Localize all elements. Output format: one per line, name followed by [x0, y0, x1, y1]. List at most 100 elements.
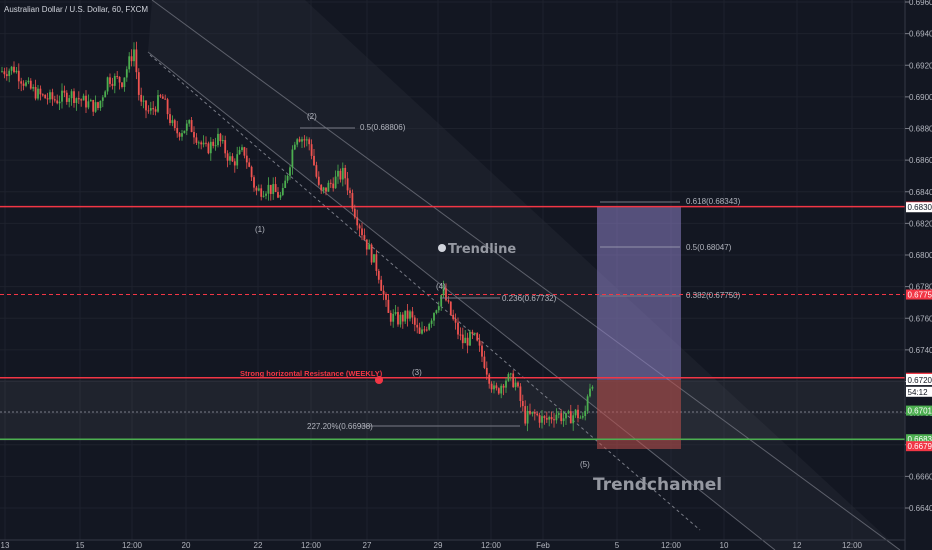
candle-body: [250, 166, 253, 178]
candle-body: [389, 312, 392, 322]
candle-body: [34, 87, 37, 99]
candle-body: [512, 373, 515, 388]
candle-body: [507, 374, 510, 381]
candle-body: [310, 144, 313, 156]
candle-body: [135, 49, 138, 73]
candle-body: [541, 416, 543, 423]
candle-body: [464, 337, 467, 344]
candle-body: [53, 99, 56, 101]
candle-body: [545, 417, 548, 420]
candle-body: [397, 312, 399, 325]
candle-body: [437, 306, 440, 311]
candle-body: [445, 288, 447, 301]
long-position-profit-zone[interactable]: [597, 207, 681, 380]
trendline-marker-icon[interactable]: [438, 244, 446, 252]
candle-body: [188, 120, 191, 124]
candle-body: [478, 340, 481, 346]
candle-body: [406, 310, 409, 319]
candle-body: [224, 140, 227, 154]
price-tag-label: 0.67016: [908, 407, 932, 416]
candle-body: [543, 416, 546, 418]
candle-body: [505, 380, 507, 388]
candle-body: [457, 322, 459, 335]
candle-body: [401, 314, 404, 322]
candle-body: [75, 98, 78, 103]
candle-body: [519, 386, 522, 401]
candle-body: [130, 56, 133, 62]
candle-body: [281, 187, 284, 195]
candle-body: [289, 167, 291, 176]
fib-label-0.236: 0.236(0.67732): [502, 294, 557, 303]
candle-body: [233, 161, 236, 166]
trendline-annotation: Trendline: [448, 242, 516, 257]
channel-lower-line: [147, 51, 776, 550]
time-tick-label: 13: [1, 541, 10, 550]
candle-body: [308, 139, 311, 145]
candle-body: [133, 49, 135, 62]
candle-body: [517, 382, 519, 387]
resistance-marker-icon[interactable]: [375, 376, 383, 384]
price-tag-label: 0.66791: [908, 442, 932, 451]
candle-body: [80, 99, 83, 101]
candle-body: [320, 184, 323, 191]
candle-body: [423, 329, 426, 331]
candle-body: [8, 70, 11, 77]
candle-body: [425, 329, 428, 331]
candle-body: [255, 187, 258, 191]
candle-body: [229, 156, 231, 161]
candle-body: [238, 150, 241, 155]
price-axis[interactable]: 0.664000.666000.668000.670000.672000.674…: [904, 0, 932, 550]
candle-body: [298, 139, 301, 142]
price-tag: [906, 434, 932, 445]
candle-body: [351, 193, 354, 209]
price-axis-bg: [905, 0, 932, 550]
candle-body: [569, 411, 572, 424]
candle-body: [329, 182, 332, 184]
price-tag: [906, 405, 932, 416]
candle-body: [284, 180, 287, 188]
candle-body: [586, 396, 589, 411]
candle-body: [104, 91, 107, 98]
chart-title: Australian Dollar / U.S. Dollar, 60, FXC…: [4, 5, 148, 14]
candle-body: [25, 82, 27, 86]
price-tick-label: 0.69600: [909, 0, 932, 7]
candle-body: [579, 417, 582, 419]
candle-body: [361, 228, 363, 236]
candle-body: [358, 225, 361, 229]
candle-body: [375, 254, 378, 271]
candle-body: [128, 56, 131, 70]
candle-body: [5, 74, 8, 77]
candle-body: [469, 331, 471, 346]
candle-body: [231, 156, 234, 162]
time-axis[interactable]: 13 15 12:00 20 22 12:00 27 29 12:00 Feb 5 12:00 10 12…: [0, 539, 905, 550]
candle-body: [214, 145, 217, 147]
candle-body: [404, 310, 407, 322]
candle-body: [454, 319, 457, 323]
candle-body: [466, 337, 469, 346]
candle-body: [248, 162, 251, 167]
long-position-stop-zone[interactable]: [597, 380, 681, 449]
candle-body: [164, 98, 167, 100]
candle-body: [257, 188, 260, 191]
candle-body: [277, 192, 279, 198]
candle-body: [574, 409, 577, 416]
candle-body: [272, 184, 275, 194]
candle-body: [205, 142, 207, 144]
candle-body: [200, 142, 203, 145]
candle-body: [221, 140, 224, 142]
price-tag-label: 0.66835: [908, 435, 932, 444]
candle-body: [3, 71, 6, 75]
candle-body: [70, 91, 73, 99]
time-tick-label: 12:00: [661, 541, 682, 550]
candle-body: [565, 413, 567, 419]
trendchannel-annotation: Trendchannel: [593, 475, 722, 495]
candle-body: [68, 98, 71, 102]
candle-body: [315, 165, 318, 177]
candle-body: [533, 411, 536, 414]
candle-body: [20, 81, 23, 84]
